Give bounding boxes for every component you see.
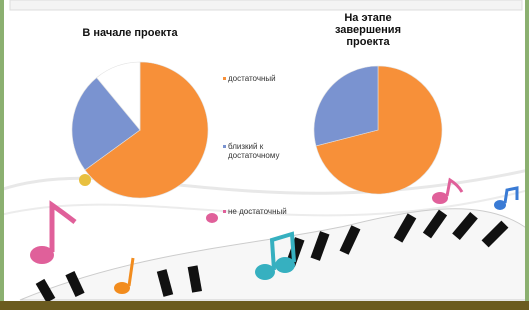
legend-label: близкий к достаточному <box>228 142 290 160</box>
legend-marker <box>223 210 226 213</box>
chart-title: На этапе завершения проекта <box>323 12 413 48</box>
chart-title: В начале проекта <box>60 27 200 39</box>
legend-marker <box>223 77 226 80</box>
legend-label: достаточный <box>228 74 308 83</box>
slide: В начале проекта достаточный близкий к дос… <box>0 0 529 310</box>
legend-marker <box>223 145 226 148</box>
legend-label: не достаточный <box>228 207 308 216</box>
